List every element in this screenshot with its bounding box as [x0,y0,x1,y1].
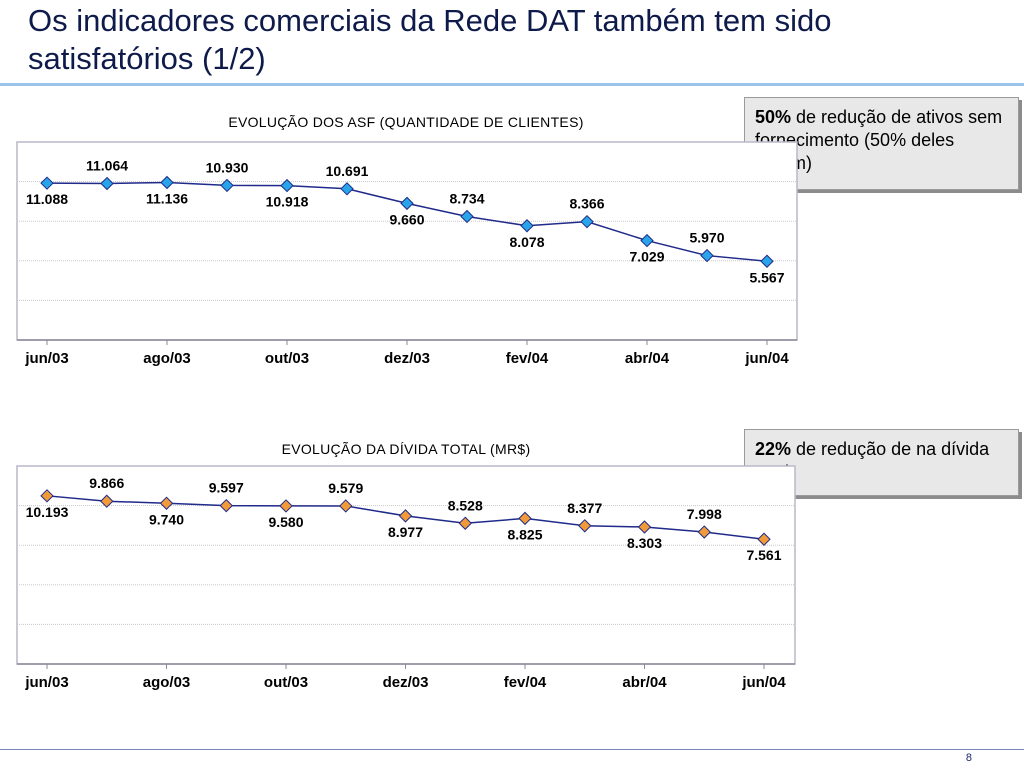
callout-highlight: 50% [755,107,792,127]
debt-chart-title: EVOLUÇÃO DA DÍVIDA TOTAL (MR$) [282,441,531,457]
asf-x-tick-label: jun/04 [744,350,789,367]
page-title: Os indicadores comerciais da Rede DAT ta… [28,3,832,76]
asf-x-tick-label: abr/04 [625,350,670,367]
debt-x-tick-label: jun/03 [24,674,68,691]
asf-data-label: 11.136 [146,191,188,207]
debt-data-label: 9.866 [89,475,124,491]
debt-data-point [637,520,652,534]
debt-x-tick-label: dez/03 [383,674,429,691]
debt-chart: EVOLUÇÃO DA DÍVIDA TOTAL (MR$) jun/03 ago/… [16,441,796,691]
asf-plot-area [16,141,798,341]
debt-data-label: 9.740 [149,511,184,527]
debt-data-label: 7.998 [687,506,722,522]
asf-x-tick-label: dez/03 [384,350,430,367]
asf-data-label: 11.088 [26,191,68,207]
asf-data-point [760,254,774,268]
debt-data-point [279,499,293,513]
debt-data-point [458,516,472,530]
debt-data-point [100,494,114,508]
asf-data-label: 10.930 [206,159,249,175]
asf-data-label: 9.660 [389,211,424,227]
asf-data-point [640,233,654,248]
asf-data-point [340,182,354,196]
asf-data-point [100,176,114,191]
debt-data-label: 8.303 [627,535,662,551]
debt-data-label: 8.825 [507,526,542,542]
debt-data-point [578,519,592,533]
debt-x-tick-label: out/03 [264,674,308,691]
asf-data-point [700,248,714,263]
asf-data-point [460,209,474,224]
debt-data-label: 10.193 [26,504,69,520]
asf-data-point [40,176,54,190]
asf-data-label: 11.064 [86,158,128,174]
debt-data-label: 7.561 [746,547,781,563]
asf-data-label: 8.366 [569,196,604,212]
asf-data-label: 5.567 [749,269,784,285]
debt-data-point [757,532,771,546]
debt-x-tick-label: jun/04 [741,674,786,691]
debt-data-point [219,498,233,513]
debt-data-label: 9.580 [268,514,303,530]
debt-data-label: 8.528 [448,497,483,513]
debt-plot-area [16,465,796,665]
asf-data-point [280,178,294,193]
asf-data-label: 5.970 [689,230,724,246]
debt-data-point [159,496,174,510]
asf-data-point [400,196,414,211]
asf-chart: EVOLUÇÃO DOS ASF (QUANTIDADE DE CLIENTES… [16,114,798,367]
debt-data-point [40,489,54,503]
asf-data-point [580,214,594,229]
debt-data-label: 9.597 [209,480,244,496]
asf-x-tick-label: jun/03 [24,350,68,367]
asf-data-label: 10.918 [266,194,309,210]
asf-data-point [160,175,174,190]
asf-data-label: 7.029 [629,249,664,265]
debt-x-tick-label: ago/03 [143,674,191,691]
page-number: 8 [965,752,972,764]
asf-chart-title: EVOLUÇÃO DOS ASF (QUANTIDADE DE CLIENTES… [228,114,583,130]
title-divider [0,83,1024,86]
asf-x-tick-label: fev/04 [506,350,549,367]
footer-divider [0,749,1024,750]
asf-x-tick-label: ago/03 [143,350,191,367]
asf-data-label: 8.078 [509,234,544,250]
asf-data-label: 8.734 [449,190,484,206]
asf-data-point [220,178,234,193]
debt-data-point [398,509,413,523]
debt-data-point [518,511,532,526]
debt-data-label: 8.977 [388,524,423,540]
asf-data-label: 10.691 [326,163,369,179]
debt-data-label: 8.377 [567,500,602,516]
debt-x-tick-label: abr/04 [622,674,667,691]
debt-x-tick-label: fev/04 [504,674,547,691]
asf-x-tick-label: out/03 [265,350,309,367]
debt-data-label: 9.579 [328,480,363,496]
callout-highlight: 22% [755,439,792,459]
debt-data-point [339,499,353,513]
debt-data-point [697,525,711,539]
asf-data-point [520,219,534,233]
